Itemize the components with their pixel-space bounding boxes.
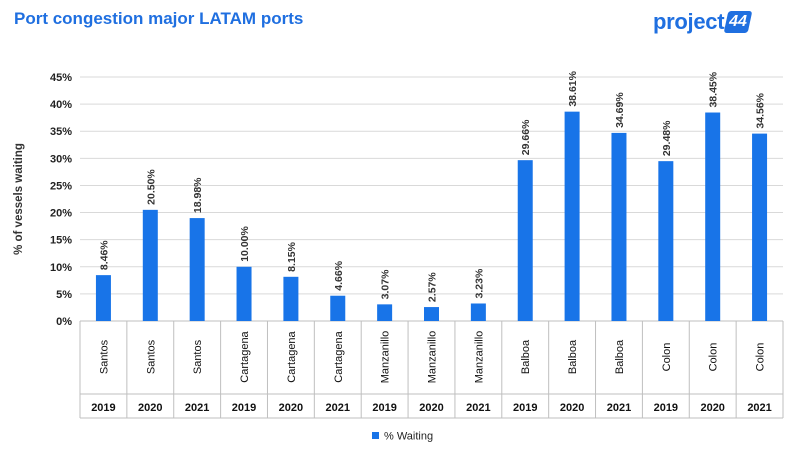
y-tick-label: 15%	[50, 235, 72, 247]
x-year-label: 2020	[138, 402, 162, 414]
bar	[377, 304, 393, 321]
y-tick-label: 40%	[50, 99, 72, 111]
x-category-label: Manzanillo	[427, 331, 439, 384]
bar	[564, 111, 580, 321]
logo-word: project	[653, 9, 725, 34]
x-category-label: Santos	[145, 339, 157, 374]
legend-label: % Waiting	[384, 431, 433, 443]
data-label: 34.56%	[755, 92, 767, 128]
bar	[705, 112, 721, 321]
x-year-label: 2021	[185, 402, 209, 414]
data-label: 10.00%	[239, 226, 251, 262]
x-year-label: 2021	[466, 402, 490, 414]
data-label: 3.23%	[473, 268, 485, 298]
x-year-label: 2020	[419, 402, 443, 414]
bar	[236, 266, 252, 321]
bar	[283, 276, 299, 321]
chart-title: Port congestion major LATAM ports	[14, 9, 304, 28]
y-tick-label: 0%	[56, 316, 72, 328]
bar	[142, 209, 158, 321]
data-label: 29.48%	[661, 120, 673, 156]
x-year-label: 2020	[560, 402, 584, 414]
data-label: 34.69%	[614, 92, 626, 128]
data-label: 18.98%	[192, 177, 204, 213]
y-tick-label: 10%	[50, 262, 72, 274]
y-axis-title: % of vessels waiting	[13, 143, 25, 255]
x-category-label: Manzanillo	[380, 331, 392, 384]
x-year-label: 2019	[372, 402, 396, 414]
data-label: 4.66%	[333, 260, 345, 290]
x-category-label: Santos	[192, 339, 204, 374]
x-category-label: Manzanillo	[473, 331, 485, 384]
x-year-label: 2021	[747, 402, 771, 414]
x-category-label: Balboa	[614, 339, 626, 374]
x-year-label: 2021	[326, 402, 350, 414]
y-tick-label: 45%	[50, 72, 72, 84]
x-year-label: 2019	[232, 402, 256, 414]
y-tick-label: 35%	[50, 126, 72, 138]
y-tick-label: 5%	[56, 289, 72, 301]
bar	[517, 160, 533, 321]
data-label: 8.15%	[286, 241, 298, 271]
bar	[189, 218, 205, 321]
bar	[658, 161, 674, 321]
bar	[330, 295, 346, 321]
data-label: 38.61%	[567, 70, 579, 106]
x-year-label: 2020	[700, 402, 724, 414]
data-label: 29.66%	[520, 119, 532, 155]
bar	[95, 275, 111, 321]
data-label: 3.07%	[380, 269, 392, 299]
data-label: 2.57%	[427, 272, 439, 302]
y-tick-label: 25%	[50, 180, 72, 192]
x-category-label: Balboa	[520, 339, 532, 374]
x-category-label: Santos	[98, 339, 110, 374]
data-label: 8.46%	[98, 240, 110, 270]
x-category-label: Balboa	[567, 339, 579, 374]
x-category-label: Cartagena	[333, 330, 345, 382]
data-label: 38.45%	[708, 71, 720, 107]
x-year-label: 2019	[91, 402, 115, 414]
x-year-label: 2021	[607, 402, 631, 414]
project44-logo: project 44	[653, 6, 783, 38]
bar	[470, 303, 486, 321]
bar	[424, 307, 439, 321]
x-year-label: 2019	[513, 402, 537, 414]
x-category-label: Cartagena	[239, 330, 251, 382]
y-tick-label: 30%	[50, 153, 72, 165]
x-category-label: Colon	[661, 343, 673, 372]
x-category-label: Colon	[708, 343, 720, 372]
bar	[611, 132, 627, 321]
bar	[752, 133, 768, 321]
x-year-label: 2020	[279, 402, 303, 414]
x-year-label: 2019	[654, 402, 678, 414]
y-tick-label: 20%	[50, 208, 72, 220]
data-label: 20.50%	[145, 169, 157, 205]
x-category-label: Cartagena	[286, 330, 298, 382]
x-category-label: Colon	[755, 343, 767, 372]
legend-swatch	[372, 432, 379, 439]
